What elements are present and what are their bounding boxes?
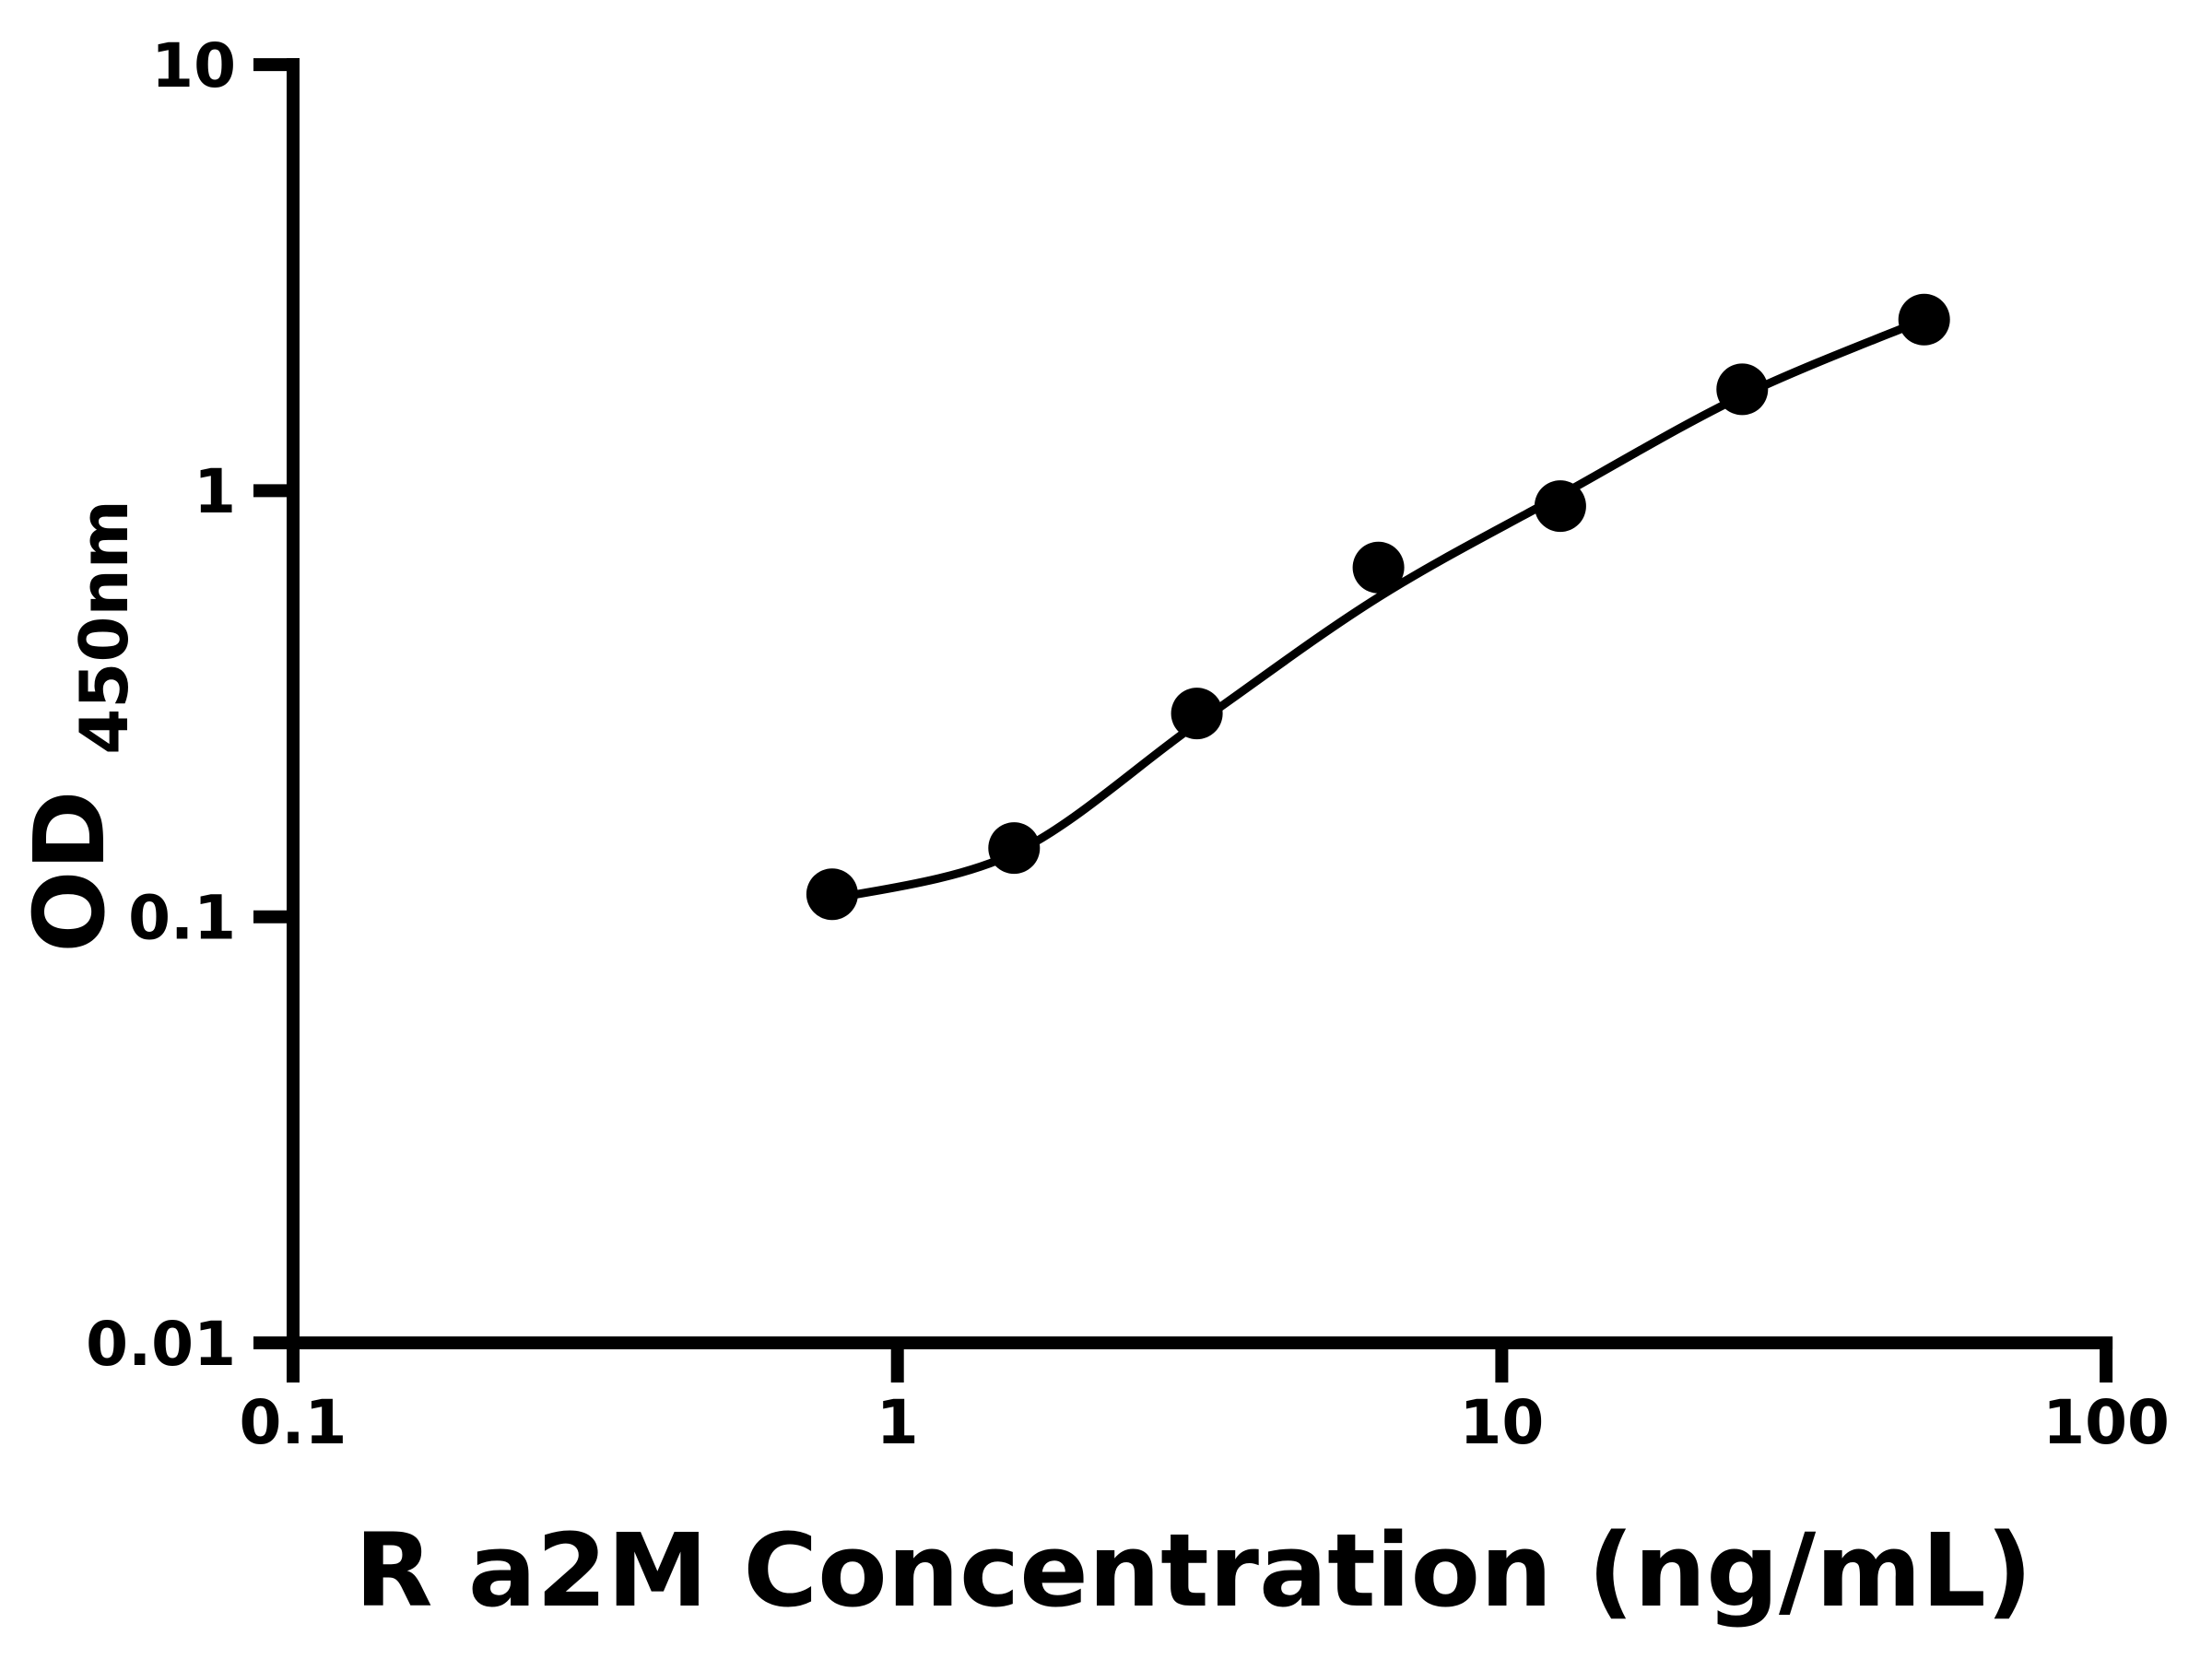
axis-spines bbox=[287, 58, 2113, 1349]
data-point bbox=[1171, 688, 1223, 740]
y-axis-title: OD 450nm bbox=[14, 500, 143, 953]
x-axis-title: R a2M Concentration (ng/mL) bbox=[355, 1512, 2032, 1630]
data-point bbox=[1898, 293, 1950, 346]
y-axis-title-main: OD bbox=[14, 790, 126, 952]
y-tick-label: 10 bbox=[151, 30, 236, 101]
data-point bbox=[988, 822, 1041, 875]
x-tick-label: 0.1 bbox=[240, 1387, 347, 1458]
data-point bbox=[806, 868, 858, 921]
data-point bbox=[1534, 480, 1586, 533]
data-point-layer bbox=[806, 293, 1950, 921]
y-tick-label: 0.01 bbox=[86, 1309, 236, 1380]
y-tick-label: 0.1 bbox=[128, 882, 236, 953]
y-axis-title-subscript: 450nm bbox=[65, 500, 143, 755]
axis-ticks bbox=[253, 58, 2113, 1382]
data-point bbox=[1352, 541, 1405, 594]
x-tick-label: 100 bbox=[2042, 1387, 2170, 1458]
data-point bbox=[1716, 363, 1769, 416]
y-tick-label: 1 bbox=[194, 456, 236, 527]
x-tick-label: 10 bbox=[1459, 1387, 1544, 1458]
x-tick-label: 1 bbox=[877, 1387, 919, 1458]
